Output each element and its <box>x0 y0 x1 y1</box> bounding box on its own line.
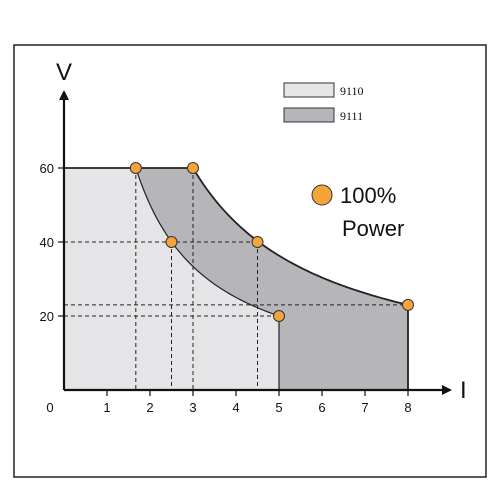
x-tick-label-3: 3 <box>189 400 196 415</box>
curve-9110 <box>135 167 280 317</box>
y-tick-label-60: 60 <box>40 161 54 176</box>
annotation-marker-icon <box>311 184 333 206</box>
curve-9111 <box>192 167 409 306</box>
x-tick-label-8: 8 <box>404 400 411 415</box>
marker-9110-0 <box>129 162 142 174</box>
marker-9110-1 <box>165 236 178 248</box>
marker-9111-1 <box>251 236 264 248</box>
legend-swatch-9110 <box>283 82 335 98</box>
region-outlines <box>64 167 409 390</box>
x-tick-label-6: 6 <box>318 400 325 415</box>
y-ticks: 20 40 60 <box>40 161 64 324</box>
marker-9111-0 <box>187 162 199 174</box>
marker-9110-2 <box>273 310 285 322</box>
y-tick-label-40: 40 <box>40 235 54 250</box>
power-annotation: 100% Power <box>311 183 404 241</box>
annotation-line-1: 100% <box>340 183 396 208</box>
legend-label-9110: 9110 <box>340 84 364 98</box>
marker-9111-2 <box>402 298 414 311</box>
y-tick-label-20: 20 <box>40 309 54 324</box>
annotation-line-2: Power <box>342 216 404 241</box>
x-tick-label-4: 4 <box>232 400 239 415</box>
y-axis-title: V <box>56 59 72 86</box>
data-markers <box>129 162 414 322</box>
legend: 9110 9111 <box>283 82 364 123</box>
legend-swatch-9111 <box>283 107 335 123</box>
x-tick-label-2: 2 <box>146 400 153 415</box>
legend-label-9111: 9111 <box>340 109 363 123</box>
x-tick-label-1: 1 <box>103 400 110 415</box>
x-axis-title: I <box>460 377 467 404</box>
x-tick-label-5: 5 <box>275 400 282 415</box>
x-tick-label-7: 7 <box>361 400 368 415</box>
x-ticks: 0 1 2 3 4 5 6 7 8 <box>46 390 412 415</box>
x-tick-label-0: 0 <box>46 400 53 415</box>
